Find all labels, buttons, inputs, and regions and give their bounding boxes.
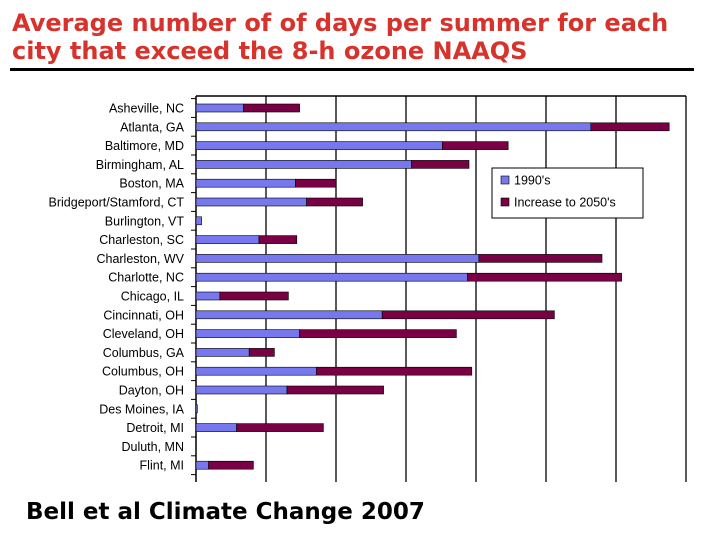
- category-label: Burlington, VT: [105, 214, 185, 228]
- bar-1990s: [195, 460, 209, 470]
- bar-1990s: [195, 103, 244, 113]
- bar-1990s: [195, 141, 443, 150]
- category-label: Baltimore, MD: [105, 139, 184, 153]
- bar-increase-2050s: [219, 291, 289, 301]
- bar-1990s: [195, 216, 202, 226]
- bar-1990s: [195, 385, 288, 395]
- bar-increase-2050s: [286, 385, 384, 395]
- bar-increase-2050s: [381, 310, 555, 320]
- category-label: Charlotte, NC: [108, 271, 184, 285]
- category-label: Birmingham, AL: [96, 158, 184, 172]
- bar-increase-2050s: [295, 178, 337, 188]
- bar-1990s: [195, 160, 412, 169]
- category-label: Columbus, OH: [102, 365, 184, 379]
- bar-increase-2050s: [248, 348, 275, 357]
- bar-increase-2050s: [243, 103, 300, 113]
- bar-increase-2050s: [411, 160, 470, 169]
- bar-increase-2050s: [299, 329, 457, 338]
- bar-increase-2050s: [442, 141, 509, 150]
- slide-title: Average number of of days per summer for…: [12, 9, 669, 65]
- bar-1990s: [195, 178, 296, 188]
- category-label: Cleveland, OH: [103, 327, 184, 341]
- category-label: Des Moines, IA: [99, 402, 184, 416]
- category-label: Bridgeport/Stamford, CT: [49, 196, 185, 210]
- bar-1990s: [195, 122, 592, 132]
- category-label: Columbus, GA: [103, 346, 185, 360]
- bar-1990s: [195, 404, 198, 414]
- legend-label-2050s: Increase to 2050's: [514, 196, 616, 210]
- bar-increase-2050s: [590, 122, 670, 132]
- bar-1990s: [195, 310, 383, 320]
- bar-1990s: [195, 235, 260, 244]
- title-divider: [10, 68, 694, 71]
- bar-increase-2050s: [258, 235, 298, 244]
- category-label: Charleston, WV: [96, 252, 184, 266]
- bar-1990s: [195, 423, 237, 432]
- legend-box: [491, 167, 644, 219]
- category-label: Duluth, MN: [121, 440, 184, 454]
- bar-1990s: [195, 366, 317, 376]
- bar-increase-2050s: [236, 423, 324, 432]
- bar-1990s: [195, 254, 480, 263]
- bar-1990s: [195, 348, 250, 357]
- category-label: Cincinnati, OH: [103, 308, 184, 322]
- bar-increase-2050s: [306, 197, 363, 207]
- legend-swatch-2050s: [500, 197, 510, 207]
- category-label: Atlanta, GA: [120, 120, 185, 134]
- citation: Bell et al Climate Change 2007: [26, 499, 425, 525]
- category-label: Chicago, IL: [121, 290, 184, 304]
- category-label: Asheville, NC: [109, 102, 184, 116]
- category-label: Charleston, SC: [99, 233, 184, 247]
- legend-label-1990s: 1990's: [514, 174, 550, 188]
- bar-1990s: [195, 329, 300, 338]
- category-label: Flint, MI: [140, 459, 184, 473]
- legend-swatch-1990s: [500, 175, 510, 185]
- bar-1990s: [195, 291, 221, 301]
- bar-increase-2050s: [316, 366, 473, 376]
- bar-increase-2050s: [208, 460, 254, 470]
- category-label: Dayton, OH: [119, 384, 184, 398]
- bar-increase-2050s: [478, 254, 603, 263]
- bar-increase-2050s: [467, 272, 622, 282]
- bar-1990s: [195, 272, 468, 282]
- bar-1990s: [195, 197, 307, 207]
- category-label: Boston, MA: [119, 177, 184, 191]
- category-label: Detroit, MI: [126, 421, 184, 435]
